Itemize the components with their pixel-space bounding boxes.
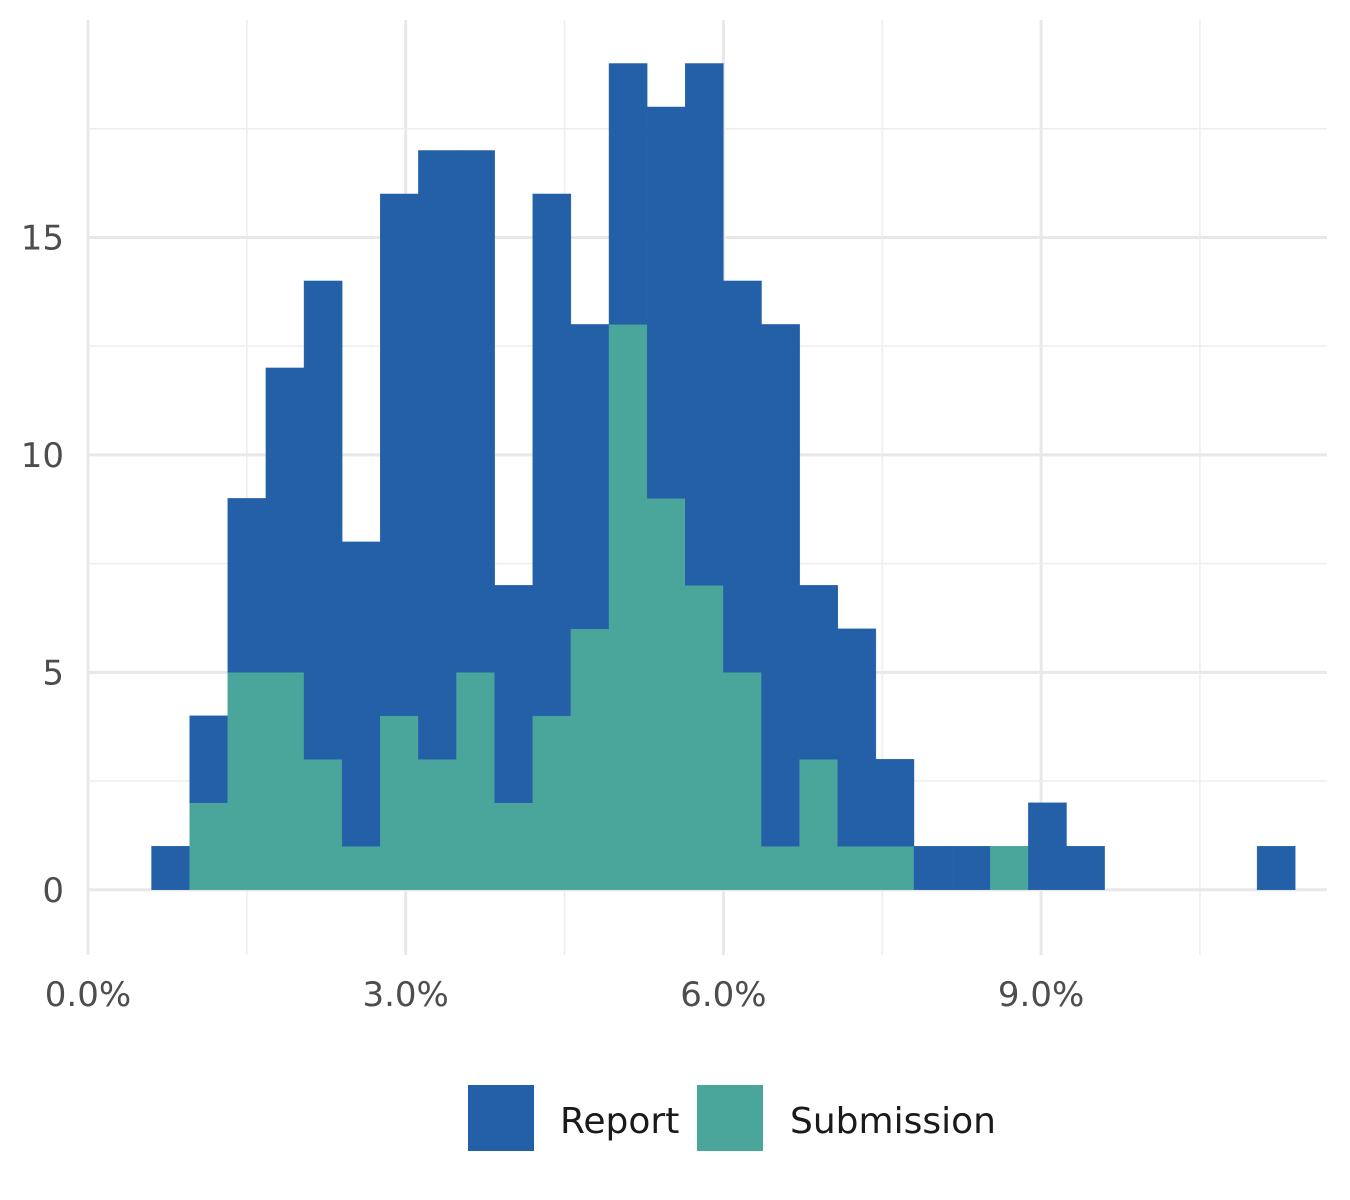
- legend-swatch-submission: [697, 1085, 763, 1151]
- legend-label-submission: Submission: [790, 1101, 996, 1142]
- bar-submission-12: [608, 324, 648, 890]
- bar-report-11: [570, 324, 610, 630]
- bar-report-10: [532, 193, 572, 717]
- bar-report-2: [227, 498, 267, 673]
- bar-report-0: [151, 846, 190, 890]
- bar-report-8: [456, 150, 495, 673]
- bar-submission-7: [418, 759, 457, 890]
- bar-submission-2: [227, 672, 267, 890]
- bar-submission-17: [799, 759, 838, 890]
- bar-submission-19: [875, 846, 915, 890]
- bar-report-21: [951, 846, 991, 890]
- y-tick-label-0: 0: [42, 871, 64, 911]
- bar-submission-6: [380, 715, 419, 890]
- bar-report-7: [418, 150, 457, 760]
- bar-submission-8: [456, 672, 495, 890]
- bar-submission-10: [532, 715, 572, 890]
- bar-submission-14: [685, 585, 724, 890]
- bar-report-1: [189, 715, 228, 803]
- bar-report-6: [380, 193, 419, 717]
- bar-report-25: [1256, 846, 1296, 890]
- bar-report-23: [1028, 802, 1067, 890]
- x-tick-label-1: 3.0%: [362, 975, 448, 1015]
- bar-submission-4: [303, 759, 343, 890]
- legend-label-report: Report: [560, 1101, 679, 1142]
- bars: [151, 63, 1296, 890]
- y-tick-label-2: 10: [21, 436, 64, 476]
- legend: Report Submission: [468, 1085, 996, 1151]
- bar-submission-1: [189, 802, 228, 890]
- y-tick-label-1: 5: [42, 653, 64, 693]
- bar-submission-3: [265, 672, 305, 890]
- bar-report-3: [265, 367, 305, 673]
- x-axis: 0.0% 3.0% 6.0% 9.0%: [45, 975, 1084, 1015]
- bar-report-24: [1066, 846, 1105, 890]
- bar-submission-18: [837, 846, 877, 890]
- bar-report-18: [837, 628, 877, 847]
- bar-report-9: [494, 585, 533, 803]
- bar-submission-11: [570, 628, 610, 890]
- bar-report-17: [799, 585, 838, 760]
- bar-submission-22: [990, 846, 1029, 890]
- y-axis: 0 5 10 15: [21, 218, 64, 910]
- bar-submission-15: [723, 672, 762, 890]
- bar-submission-9: [494, 802, 533, 890]
- bar-report-13: [646, 106, 686, 499]
- bar-report-16: [761, 324, 800, 847]
- bar-report-12: [608, 63, 648, 325]
- bar-report-5: [341, 541, 381, 847]
- bar-report-19: [875, 759, 915, 847]
- x-tick-label-2: 6.0%: [680, 975, 766, 1015]
- bar-report-14: [685, 63, 724, 586]
- bar-submission-16: [761, 846, 800, 890]
- bar-report-4: [303, 280, 343, 760]
- legend-swatch-report: [468, 1085, 534, 1151]
- bar-submission-5: [341, 846, 381, 890]
- bar-report-15: [723, 280, 762, 673]
- y-tick-label-3: 15: [21, 218, 64, 258]
- x-tick-label-0: 0.0%: [45, 975, 131, 1015]
- bar-report-20: [913, 846, 953, 890]
- x-tick-label-3: 9.0%: [998, 975, 1084, 1015]
- bar-submission-13: [646, 498, 686, 890]
